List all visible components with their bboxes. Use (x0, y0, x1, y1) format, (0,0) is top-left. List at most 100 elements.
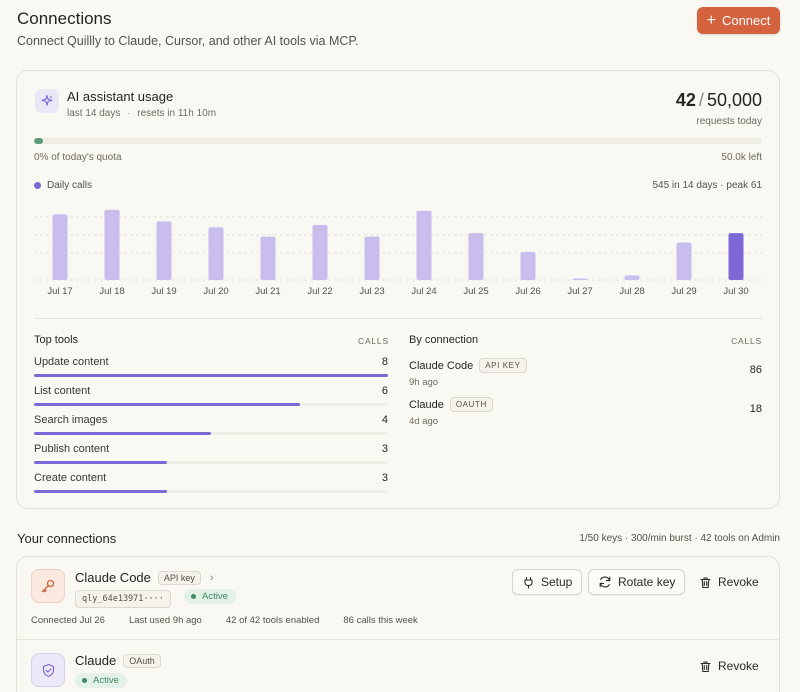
chart-bar (624, 275, 640, 280)
status-label: Active (93, 675, 119, 686)
status-label: Active (202, 591, 228, 602)
chart-x-label: Jul 25 (463, 286, 488, 297)
your-connections-title: Your connections (17, 531, 117, 546)
status-dot (191, 594, 196, 599)
top-tool-name: Create content (34, 472, 107, 484)
top-tool-bar-fill (34, 461, 167, 464)
connection-name: Claude (75, 653, 117, 668)
tools-enabled: 42 of 42 tools enabled (225, 615, 320, 626)
usage-period: last 14 days (67, 108, 121, 119)
quota-remaining: 50.0k left (721, 152, 762, 163)
chevron-right-icon: › (209, 571, 214, 584)
chart-x-label: Jul 23 (359, 286, 384, 297)
by-connection-count: 18 (749, 403, 762, 415)
calls-summary: 545 in 14 days · peak 61 (652, 180, 762, 191)
connect-button[interactable]: + Connect (697, 7, 780, 34)
setup-button[interactable]: Setup (512, 569, 583, 595)
usage-meta: last 14 days · resets in 11h 10m (67, 108, 217, 119)
sparkle-icon (35, 89, 59, 113)
rotate-key-button[interactable]: Rotate key (588, 569, 686, 595)
by-connection-ago: 9h ago (409, 377, 439, 388)
by-connection-name: Claude Code (409, 360, 474, 372)
status-dot (82, 678, 87, 683)
top-tool-count: 3 (381, 472, 388, 484)
usage-card: AI assistant usage last 14 days · resets… (16, 70, 780, 509)
chart-x-label: Jul 30 (723, 286, 748, 297)
top-tool-name: Publish content (34, 443, 110, 455)
by-connection-count: 86 (749, 364, 762, 376)
top-tool-name: Search images (34, 414, 108, 426)
connection-name-link[interactable]: Claude Code API key › (75, 570, 214, 585)
setup-label: Setup (541, 575, 573, 589)
connection-name: Claude Code (75, 570, 151, 585)
connection-name-link[interactable]: Claude OAuth (75, 653, 161, 668)
daily-calls-chart: Jul 17 Jul 18 Jul 19 Jul 20 Jul 21 Jul 22 Jul … (34, 209, 762, 297)
chart-bar (416, 210, 432, 280)
chart-bar (104, 209, 120, 280)
revoke-button[interactable]: Revoke (699, 653, 759, 679)
top-tools-calls-header: CALLS (358, 336, 389, 346)
api-key-chip: qly_64e13971···· (75, 590, 171, 608)
chart-bar (52, 214, 68, 280)
top-tool-count: 4 (381, 414, 388, 426)
chart-x-label: Jul 29 (671, 286, 696, 297)
chart-bar (676, 242, 692, 280)
chart-x-label: Jul 28 (619, 286, 644, 297)
requests-count: 42/50,000 (676, 90, 762, 111)
by-connection-ago: 4d ago (409, 416, 439, 427)
revoke-button[interactable]: Revoke (699, 569, 759, 595)
top-tool-count: 6 (381, 385, 388, 397)
chart-bar (728, 233, 744, 280)
connection-type-tag: API key (157, 570, 201, 585)
by-connection-title: By connection (409, 334, 479, 346)
shield-icon (31, 653, 65, 687)
by-connection-item-claude-code: Claude Code API KEY 9h ago (409, 356, 527, 388)
row-divider (17, 639, 779, 640)
chart-bar (572, 278, 588, 280)
usage-resets: resets in 11h 10m (137, 108, 217, 119)
chart-bar (520, 251, 536, 280)
requests-limit: 50,000 (706, 90, 762, 110)
top-tool-count: 8 (381, 356, 388, 368)
chart-x-label: Jul 22 (307, 286, 332, 297)
refresh-icon (599, 576, 611, 588)
by-connection-name: Claude (409, 399, 444, 411)
rotate-key-label: Rotate key (618, 575, 676, 589)
page-subtitle: Connect Quillly to Claude, Cursor, and o… (17, 34, 359, 48)
chart-legend: Daily calls (34, 180, 92, 191)
revoke-label: Revoke (718, 575, 759, 589)
status-badge: Active (184, 589, 236, 604)
chart-bar (312, 224, 328, 280)
top-tool-name: Update content (34, 356, 109, 368)
requests-label: requests today (696, 116, 762, 127)
last-used: Last used 9h ago (128, 615, 202, 626)
chart-x-label: Jul 21 (255, 286, 280, 297)
chart-x-label: Jul 17 (47, 286, 72, 297)
top-tool-count: 3 (381, 443, 388, 455)
by-connection-calls-header: CALLS (731, 336, 762, 346)
top-tool-bar (34, 374, 388, 377)
requests-separator: / (698, 90, 704, 110)
usage-title: AI assistant usage (67, 89, 174, 104)
plug-icon (524, 576, 533, 589)
connected-date: Connected Jul 26 (31, 615, 105, 626)
chart-x-label: Jul 20 (203, 286, 228, 297)
chart-x-label: Jul 18 (99, 286, 124, 297)
chart-x-label: Jul 24 (411, 286, 436, 297)
quota-percent: 0% of today's quota (34, 152, 122, 163)
status-badge: Active (75, 673, 127, 688)
page-title: Connections (17, 9, 112, 28)
section-divider (34, 318, 762, 319)
top-tool-bar (34, 490, 388, 493)
requests-used: 42 (675, 90, 696, 110)
by-connection-tag: API KEY (479, 358, 527, 373)
plus-icon: + (706, 11, 716, 29)
top-tool-bar-fill (34, 374, 388, 377)
revoke-label: Revoke (718, 659, 759, 673)
chart-x-label: Jul 26 (515, 286, 540, 297)
calls-this-week: 86 calls this week (343, 615, 418, 626)
by-connection-tag: OAUTH (449, 397, 493, 412)
top-tool-bar-fill (34, 432, 211, 435)
trash-icon (700, 576, 711, 588)
chart-x-label: Jul 27 (567, 286, 592, 297)
